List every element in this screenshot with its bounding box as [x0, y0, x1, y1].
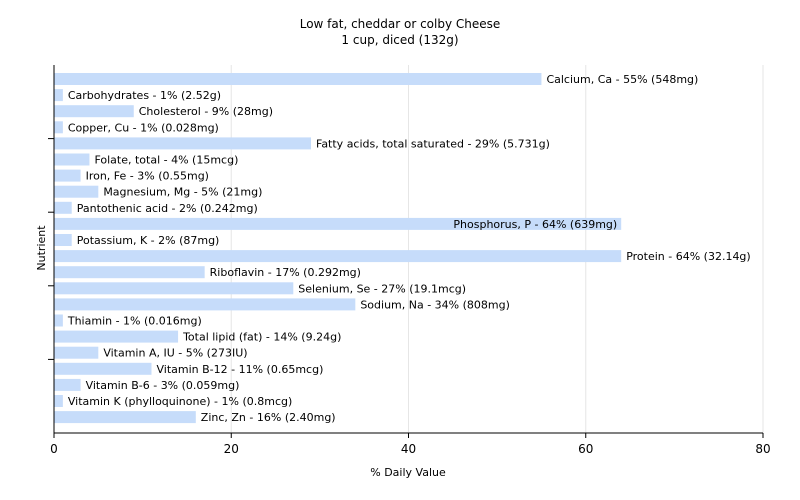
- bar-label: Vitamin B-12 - 11% (0.65mcg): [156, 363, 323, 376]
- bar-label: Sodium, Na - 34% (808mg): [360, 298, 510, 311]
- bar-labels: Calcium, Ca - 55% (548mg) Carbohydrates -…: [67, 73, 751, 424]
- bar: [54, 314, 63, 327]
- bar: [54, 266, 205, 279]
- bar-label: Calcium, Ca - 55% (548mg): [546, 73, 698, 86]
- bar: [54, 250, 622, 263]
- bar-label: Phosphorus, P - 64% (639mg): [453, 218, 617, 231]
- bar: [54, 73, 542, 85]
- bar: [54, 298, 356, 311]
- bar: [54, 378, 81, 391]
- x-tick-label: 80: [755, 442, 770, 456]
- bars: [54, 73, 622, 424]
- bar: [54, 137, 312, 150]
- axes: 0 20 40 60 80: [48, 65, 771, 456]
- bar-label: Selenium, Se - 27% (19.1mcg): [298, 282, 466, 295]
- x-axis-title: % Daily Value: [370, 466, 446, 479]
- bar-label: Fatty acids, total saturated - 29% (5.73…: [316, 137, 550, 150]
- x-tick-label: 0: [50, 442, 58, 456]
- bar-label: Iron, Fe - 3% (0.55mg): [86, 170, 209, 183]
- bar-label: Vitamin K (phylloquinone) - 1% (0.8mcg): [68, 395, 292, 408]
- bar: [54, 411, 196, 424]
- bar-label: Carbohydrates - 1% (2.52g): [68, 89, 221, 102]
- bar-label: Total lipid (fat) - 14% (9.24g): [182, 331, 341, 344]
- bar-label: Pantothenic acid - 2% (0.242mg): [77, 202, 258, 215]
- grid-lines: [230, 65, 764, 433]
- bar: [54, 282, 294, 295]
- bar: [54, 234, 72, 246]
- bar: [54, 217, 622, 230]
- x-tick-label: 20: [224, 442, 239, 456]
- bar: [54, 362, 152, 375]
- bar-label: Potassium, K - 2% (87mg): [77, 234, 220, 247]
- bar: [54, 121, 63, 134]
- x-tick-label: 40: [401, 442, 416, 456]
- bar: [54, 105, 134, 118]
- bar: [54, 185, 99, 198]
- bar-label: Cholesterol - 9% (28mg): [139, 105, 273, 118]
- y-axis-title: Nutrient: [35, 225, 48, 271]
- bar: [54, 395, 63, 407]
- chart-subtitle: 1 cup, diced (132g): [341, 33, 458, 47]
- bar: [54, 346, 99, 359]
- bar: [54, 330, 179, 343]
- bar-label: Thiamin - 1% (0.016mg): [67, 315, 202, 328]
- bar-label: Folate, total - 4% (15mcg): [94, 154, 238, 167]
- chart-title: Low fat, cheddar or colby Cheese: [300, 17, 501, 31]
- bar: [54, 89, 63, 102]
- bar: [54, 201, 72, 214]
- bar-label: Copper, Cu - 1% (0.028mg): [68, 121, 219, 134]
- bar: [54, 153, 90, 166]
- bar-label: Magnesium, Mg - 5% (21mg): [103, 186, 262, 199]
- bar-label: Riboflavin - 17% (0.292mg): [210, 266, 361, 279]
- bar-label: Vitamin B-6 - 3% (0.059mg): [86, 379, 240, 392]
- x-tick-label: 60: [578, 442, 593, 456]
- bar: [54, 169, 81, 182]
- bar-label: Protein - 64% (32.14g): [626, 250, 751, 263]
- bar-label: Zinc, Zn - 16% (2.40mg): [201, 411, 336, 424]
- bar-label: Vitamin A, IU - 5% (273IU): [103, 347, 247, 360]
